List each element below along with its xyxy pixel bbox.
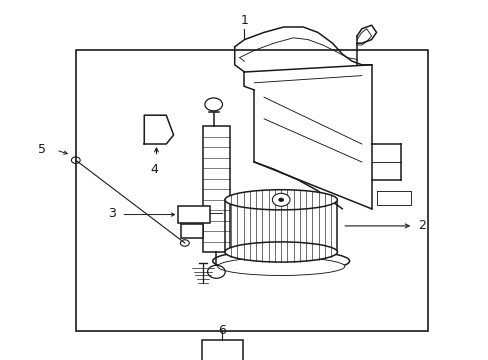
Text: 4: 4	[150, 163, 158, 176]
Text: 1: 1	[240, 14, 248, 27]
Bar	[202, 340, 243, 360]
Ellipse shape	[224, 190, 337, 210]
Bar	[181, 224, 203, 238]
Text: 2: 2	[417, 219, 425, 233]
Bar	[203, 126, 229, 252]
Ellipse shape	[217, 257, 344, 275]
Text: 6: 6	[218, 324, 226, 337]
Circle shape	[272, 193, 289, 206]
Text: 5: 5	[38, 143, 45, 156]
Circle shape	[278, 198, 283, 202]
Bar	[76, 50, 427, 331]
Ellipse shape	[212, 250, 349, 272]
Text: 3: 3	[108, 207, 116, 220]
Bar	[178, 206, 210, 223]
Ellipse shape	[224, 242, 337, 262]
